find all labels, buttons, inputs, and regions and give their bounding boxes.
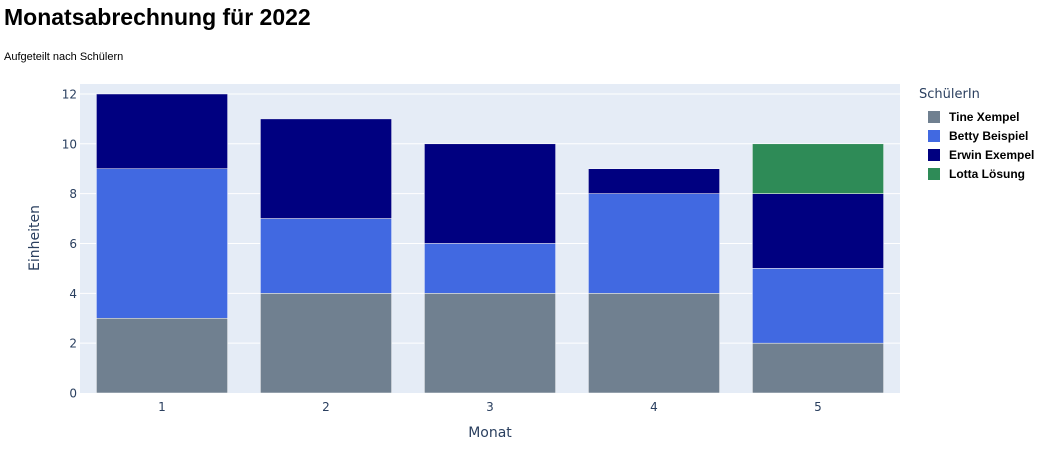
x-axis-ticks: 1 2 3 4 5 — [158, 400, 822, 414]
y-tick-label: 4 — [69, 287, 77, 301]
bar-segment[interactable] — [96, 168, 228, 319]
legend-swatch — [928, 167, 940, 180]
x-axis-title: Monat — [468, 425, 512, 441]
legend-item[interactable]: Lotta Lösung — [919, 164, 1034, 183]
legend-label: Lotta Lösung — [949, 166, 1025, 181]
bar-segment[interactable] — [96, 93, 228, 169]
y-axis-title: Einheiten — [27, 205, 43, 271]
legend-swatch — [928, 129, 940, 142]
bar-segment[interactable] — [424, 143, 556, 244]
bar-segment[interactable] — [424, 293, 556, 394]
legend-title: SchülerIn — [919, 87, 980, 102]
bar-segment[interactable] — [752, 143, 884, 194]
bar-segment[interactable] — [588, 193, 720, 294]
y-tick-label: 0 — [69, 387, 77, 401]
x-tick-label: 5 — [814, 400, 822, 414]
y-tick-label: 8 — [69, 187, 77, 201]
bar-segment[interactable] — [588, 293, 720, 394]
legend-item[interactable]: Erwin Exempel — [919, 145, 1034, 164]
bar-segment[interactable] — [588, 168, 720, 194]
bar-segment[interactable] — [260, 118, 392, 219]
bar-segment[interactable] — [260, 218, 392, 294]
x-tick-label: 4 — [650, 400, 658, 414]
legend-item[interactable]: Tine Xempel — [919, 107, 1034, 126]
y-tick-label: 12 — [62, 87, 77, 101]
legend-label: Erwin Exempel — [949, 147, 1035, 162]
bar-segment[interactable] — [96, 317, 228, 394]
legend-swatch — [928, 148, 940, 161]
x-tick-label: 1 — [158, 400, 166, 414]
y-tick-label: 2 — [69, 337, 77, 351]
bars — [96, 93, 884, 394]
bar-segment[interactable] — [752, 342, 884, 394]
bar-segment[interactable] — [752, 268, 884, 344]
legend-label: Betty Beispiel — [949, 128, 1029, 143]
bar-segment[interactable] — [424, 243, 556, 294]
y-tick-label: 6 — [69, 237, 77, 251]
y-axis-ticks: 0 2 4 6 8 10 12 — [62, 87, 77, 400]
bar-segment[interactable] — [752, 193, 884, 269]
page-title: Monatsabrechnung für 2022 — [4, 4, 311, 30]
legend-swatch — [928, 110, 940, 123]
y-tick-label: 10 — [62, 137, 77, 151]
legend: SchülerIn Tine Xempel Betty Beispiel Erwin… — [919, 87, 1034, 183]
page-subtitle: Aufgeteilt nach Schülern — [4, 51, 124, 63]
x-tick-label: 3 — [486, 400, 494, 414]
legend-items: Tine Xempel Betty Beispiel Erwin Exempel Lo… — [919, 107, 1034, 183]
x-tick-label: 2 — [322, 400, 330, 414]
legend-item[interactable]: Betty Beispiel — [919, 126, 1034, 145]
bar-segment[interactable] — [260, 293, 392, 394]
legend-label: Tine Xempel — [949, 109, 1020, 124]
